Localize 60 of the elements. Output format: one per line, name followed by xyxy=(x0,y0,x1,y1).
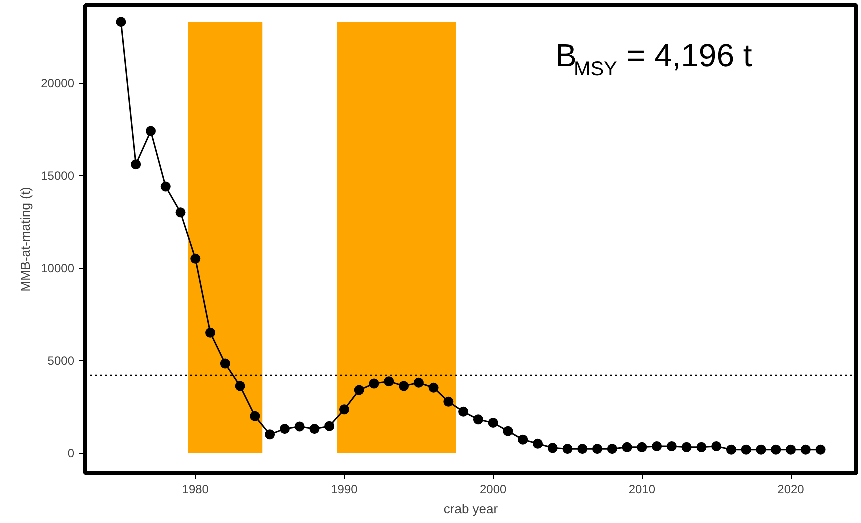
point xyxy=(369,378,380,389)
point xyxy=(220,358,230,369)
point xyxy=(562,444,573,454)
point xyxy=(414,378,424,388)
point xyxy=(354,385,364,396)
point xyxy=(458,406,469,417)
point xyxy=(756,444,766,455)
point xyxy=(726,444,736,455)
x-axis-title: crab year xyxy=(444,502,499,516)
point xyxy=(771,444,782,455)
point xyxy=(786,444,796,455)
point xyxy=(800,444,811,455)
x-tick-label: 2020 xyxy=(778,482,805,496)
point xyxy=(666,442,677,452)
point xyxy=(696,442,707,452)
point xyxy=(160,182,171,192)
y-axis-title: MMB-at-mating (t) xyxy=(18,187,34,292)
point xyxy=(548,443,558,454)
y-tick-label: 10000 xyxy=(41,262,75,276)
point xyxy=(637,442,648,452)
point xyxy=(146,126,156,136)
point xyxy=(503,426,514,436)
y-tick-label: 0 xyxy=(68,446,75,461)
point xyxy=(622,442,632,452)
x-tick-label: 2000 xyxy=(480,482,507,496)
x-tick-label: 1990 xyxy=(331,482,358,496)
point xyxy=(116,17,126,28)
point xyxy=(190,254,201,264)
point xyxy=(310,424,320,434)
y-tick-label: 20000 xyxy=(41,76,75,91)
x-tick-label: 2010 xyxy=(628,482,656,496)
y-tick-label: 15000 xyxy=(41,169,75,184)
point xyxy=(428,382,439,393)
point xyxy=(578,444,588,454)
point xyxy=(250,411,260,422)
point xyxy=(488,418,498,428)
point xyxy=(294,422,305,432)
point xyxy=(444,396,454,407)
point xyxy=(206,328,216,338)
y-tick-label: 5000 xyxy=(48,354,75,368)
x-tick-label: 1980 xyxy=(182,482,210,496)
point xyxy=(741,444,752,455)
point xyxy=(592,444,603,454)
point xyxy=(131,160,142,170)
point xyxy=(607,444,618,454)
point xyxy=(235,381,246,392)
point xyxy=(280,424,290,434)
point xyxy=(384,376,394,387)
point xyxy=(682,442,692,452)
point xyxy=(518,434,528,445)
point xyxy=(265,430,276,440)
point xyxy=(399,381,410,392)
point xyxy=(324,421,335,432)
point xyxy=(652,442,662,452)
point xyxy=(339,404,350,415)
point xyxy=(473,414,484,425)
point xyxy=(712,442,722,452)
point xyxy=(532,438,543,449)
point xyxy=(816,444,826,455)
point xyxy=(176,208,186,218)
